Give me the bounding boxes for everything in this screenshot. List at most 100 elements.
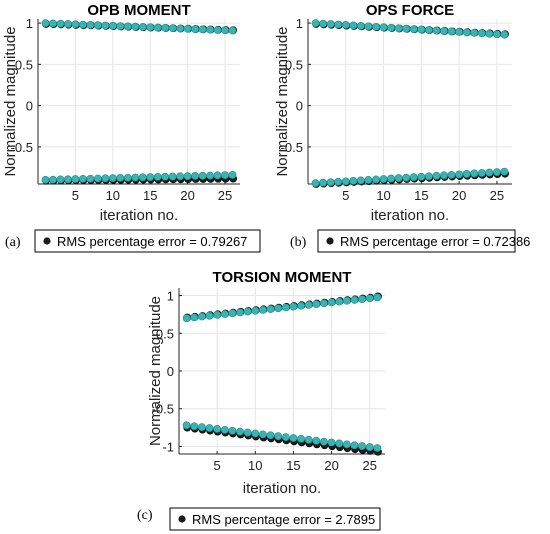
estimated-point-upper [86,21,95,29]
estimated-point-lower [417,172,426,181]
estimated-point-lower [326,178,335,187]
estimated-point-lower [424,172,433,181]
estimated-point-upper [492,30,501,39]
estimated-point-upper [138,23,147,31]
estimated-point-lower [176,172,185,181]
estimated-point-upper [123,22,132,31]
panel-a: 5 10 15 20 25 1 0.5 0 -0.5 OPB MOMENT iteration no… [2,2,261,253]
estimated-point-upper [455,27,464,36]
estimated-point-upper [213,310,222,319]
estimated-point-lower [462,170,471,178]
estimated-point-upper [373,293,382,302]
estimated-point-lower [259,430,267,439]
estimated-point-upper [500,30,509,39]
estimated-point-lower [182,421,191,430]
estimated-point-lower [78,174,87,183]
estimated-point-lower [205,424,214,432]
estimated-point-lower [146,173,155,182]
panel-label: (b) [290,235,307,250]
estimated-point-lower [197,423,206,432]
estimated-point-upper [341,21,350,29]
y-tick-label: 1 [296,16,303,31]
estimated-point-upper [350,296,359,304]
estimated-point-lower [492,168,501,177]
estimated-point-upper [182,314,191,323]
estimated-point-lower [356,176,365,185]
estimated-point-upper [251,306,260,315]
estimated-point-upper [71,20,80,29]
estimated-point-lower [198,171,207,180]
panel-c: 5 10 15 20 25 1 0.5 0 -0.5 -1 TORSION MOMENT iterat… [137,269,385,531]
estimated-point-upper [320,299,328,308]
y-tick-label: -0.5 [281,140,303,155]
estimated-point-upper [146,23,155,32]
x-tick-label: 20 [180,188,194,203]
estimated-point-lower [138,173,147,182]
estimated-point-upper [364,22,373,31]
x-tick-label: 15 [286,458,300,473]
estimated-point-upper [236,308,244,317]
estimated-point-lower [71,175,80,183]
estimated-point-lower [485,168,494,177]
estimated-point-lower [220,425,229,434]
estimated-point-lower [379,175,388,183]
x-tick-label: 25 [218,188,232,203]
estimated-point-upper [206,25,214,34]
estimated-point-upper [161,24,170,32]
estimated-point-lower [320,437,328,446]
y-tick-label: 0.5 [15,57,33,72]
y-tick-label: -0.5 [11,140,33,155]
estimated-point-upper [228,309,237,318]
y-tick-label: -0.5 [152,402,174,417]
estimated-point-lower [365,443,374,451]
estimated-point-lower [327,438,336,447]
estimated-point-lower [183,172,192,181]
legend-label: RMS percentage error = 0.79267 [57,234,247,249]
estimated-point-upper [168,24,177,33]
estimated-point-upper [49,19,57,28]
estimated-point-upper [41,19,50,28]
estimated-point-upper [281,303,290,312]
y-tick-label: 0 [167,364,174,379]
estimated-point-upper [485,29,494,38]
panel-b: 5 10 15 20 25 1 0.5 0 -0.5 OPS FORCE iteration no.… [274,2,530,253]
estimated-point-lower [153,173,162,181]
estimated-point-lower [387,174,396,183]
estimated-point-lower [447,170,456,179]
estimated-point-upper [379,23,388,32]
y-tick-label: 0 [296,99,303,114]
estimated-point-lower [41,175,50,184]
estimated-point-upper [409,25,418,34]
estimated-point-upper [205,311,214,320]
estimated-point-upper [78,20,87,29]
estimated-point-upper [356,22,365,30]
estimated-point-upper [153,23,162,32]
chart-title: OPS FORCE [366,2,454,19]
estimated-point-upper [116,22,125,30]
estimated-point-upper [311,19,320,28]
estimated-point-upper [304,301,313,309]
y-tick-label: 0.5 [285,57,303,72]
x-tick-label: 10 [106,188,120,203]
legend-marker [326,237,334,245]
estimated-point-lower [191,172,200,180]
estimated-point-upper [334,20,343,29]
estimated-point-upper [93,21,102,30]
estimated-point-upper [197,312,206,321]
x-axis-label: iteration no. [371,207,449,224]
estimated-point-lower [358,442,367,451]
estimated-point-upper [266,305,275,313]
estimated-point-upper [108,21,117,30]
estimated-point-lower [243,428,252,437]
x-tick-label: 5 [214,458,221,473]
estimated-point-lower [432,171,441,180]
estimated-point-lower [470,169,479,178]
estimated-point-upper [297,301,305,310]
estimated-point-upper [198,25,207,34]
estimated-point-upper [319,19,328,28]
estimated-point-lower [311,179,320,188]
estimated-point-lower [228,171,237,179]
estimated-point-upper [349,21,358,30]
legend-box [317,229,516,253]
